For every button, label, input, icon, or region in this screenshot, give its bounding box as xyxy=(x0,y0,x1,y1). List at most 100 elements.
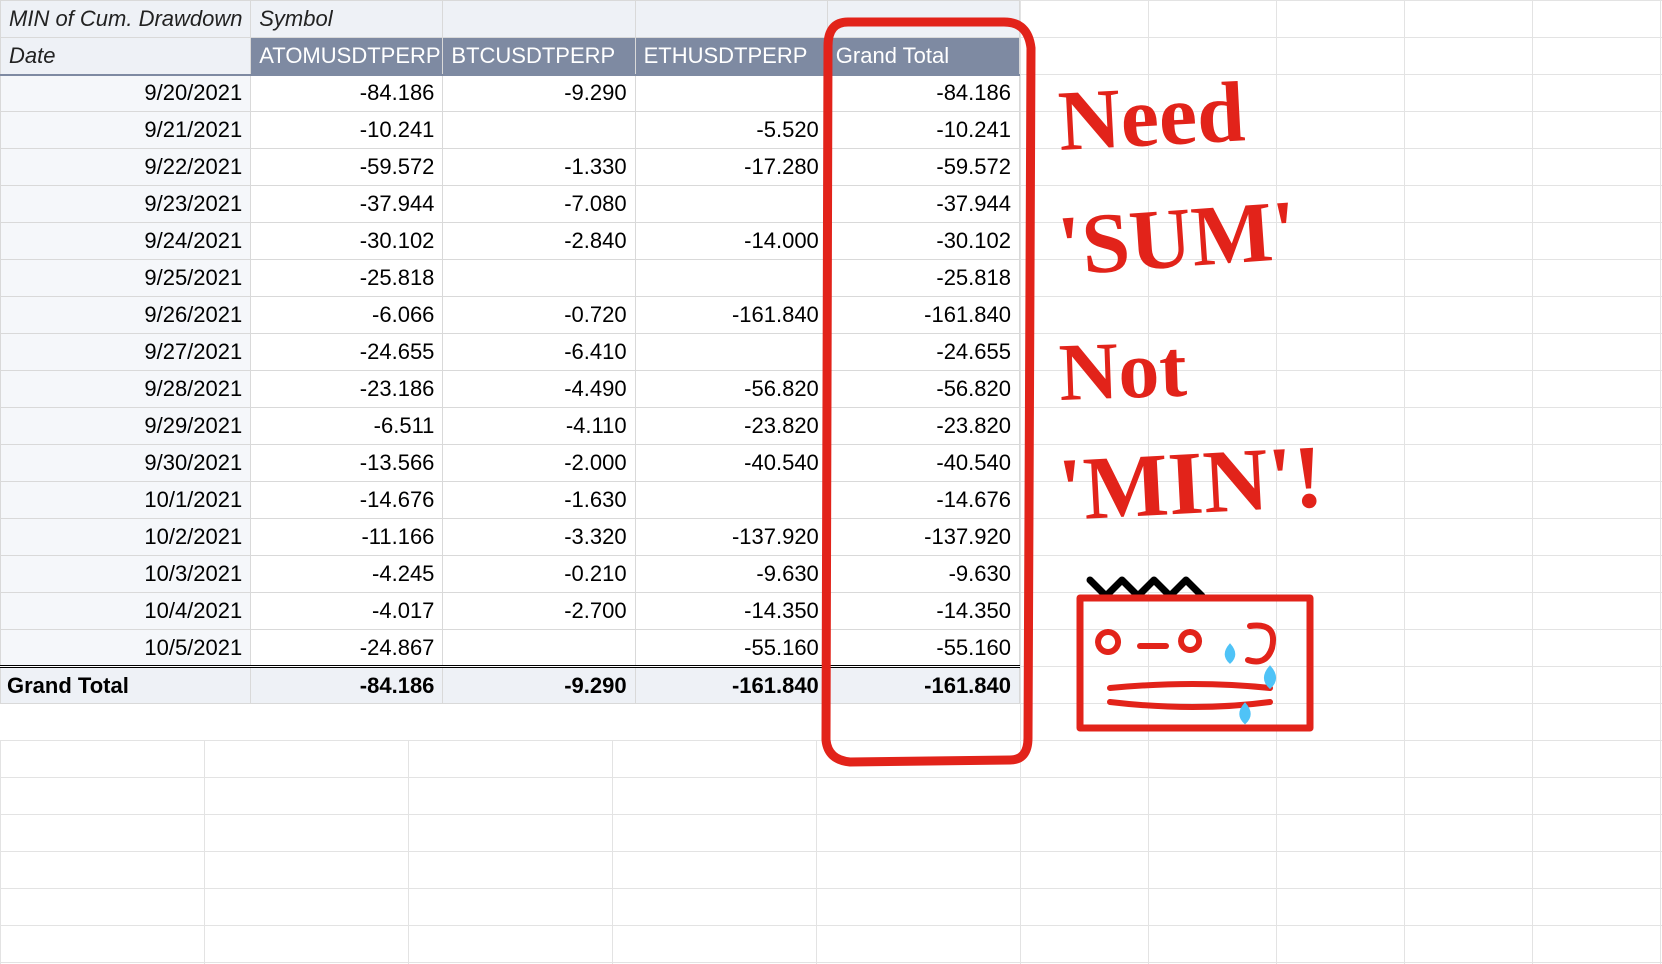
pivot-value-cell[interactable]: -24.867 xyxy=(251,630,443,667)
pivot-value-cell[interactable] xyxy=(635,260,827,297)
pivot-row-grand-total-cell[interactable]: -9.630 xyxy=(827,556,1019,593)
pivot-row-grand-total-cell[interactable]: -24.655 xyxy=(827,334,1019,371)
pivot-value-cell[interactable] xyxy=(635,334,827,371)
pivot-value-cell[interactable]: -0.210 xyxy=(443,556,635,593)
pivot-corner-label: MIN of Cum. Drawdown xyxy=(1,1,251,38)
pivot-row-grand-total-cell[interactable]: -14.676 xyxy=(827,482,1019,519)
pivot-value-cell[interactable]: -24.655 xyxy=(251,334,443,371)
pivot-value-cell[interactable]: -1.330 xyxy=(443,149,635,186)
pivot-row-grand-total-cell[interactable]: -30.102 xyxy=(827,223,1019,260)
table-row: 10/3/2021-4.245-0.210-9.630-9.630 xyxy=(1,556,1020,593)
pivot-row-grand-total-cell[interactable]: -161.840 xyxy=(827,297,1019,334)
pivot-date-cell[interactable]: 9/20/2021 xyxy=(1,75,251,112)
pivot-date-label[interactable]: Date xyxy=(1,38,251,75)
pivot-column-header[interactable]: ATOMUSDTPERP xyxy=(251,38,443,75)
pivot-value-cell[interactable]: -23.186 xyxy=(251,371,443,408)
pivot-value-cell[interactable]: -0.720 xyxy=(443,297,635,334)
pivot-date-cell[interactable]: 9/25/2021 xyxy=(1,260,251,297)
pivot-value-cell[interactable]: -6.066 xyxy=(251,297,443,334)
pivot-row-grand-total-cell[interactable]: -137.920 xyxy=(827,519,1019,556)
pivot-column-header[interactable]: ETHUSDTPERP xyxy=(635,38,827,75)
pivot-header-blank xyxy=(443,1,635,38)
table-row: 10/2/2021-11.166-3.320-137.920-137.920 xyxy=(1,519,1020,556)
pivot-value-cell[interactable]: -10.241 xyxy=(251,112,443,149)
pivot-value-cell[interactable]: -5.520 xyxy=(635,112,827,149)
pivot-value-cell[interactable]: -14.350 xyxy=(635,593,827,630)
table-row: 10/4/2021-4.017-2.700-14.350-14.350 xyxy=(1,593,1020,630)
pivot-value-cell[interactable]: -6.410 xyxy=(443,334,635,371)
pivot-value-cell[interactable]: -14.000 xyxy=(635,223,827,260)
pivot-value-cell[interactable]: -11.166 xyxy=(251,519,443,556)
pivot-date-cell[interactable]: 10/5/2021 xyxy=(1,630,251,667)
pivot-value-cell[interactable]: -84.186 xyxy=(251,75,443,112)
pivot-value-cell[interactable]: -2.000 xyxy=(443,445,635,482)
pivot-value-cell[interactable]: -4.490 xyxy=(443,371,635,408)
pivot-grand-total-value[interactable]: -161.840 xyxy=(635,667,827,704)
pivot-row-grand-total-cell[interactable]: -55.160 xyxy=(827,630,1019,667)
pivot-header-blank xyxy=(827,1,1019,38)
pivot-row-grand-total-cell[interactable]: -23.820 xyxy=(827,408,1019,445)
pivot-grand-total-row-label[interactable]: Grand Total xyxy=(1,667,251,704)
pivot-row-grand-total-cell[interactable]: -59.572 xyxy=(827,149,1019,186)
pivot-row-grand-total-cell[interactable]: -40.540 xyxy=(827,445,1019,482)
table-row: 9/24/2021-30.102-2.840-14.000-30.102 xyxy=(1,223,1020,260)
pivot-date-cell[interactable]: 10/4/2021 xyxy=(1,593,251,630)
pivot-date-cell[interactable]: 9/22/2021 xyxy=(1,149,251,186)
pivot-value-cell[interactable] xyxy=(443,630,635,667)
pivot-value-cell[interactable]: -4.110 xyxy=(443,408,635,445)
pivot-row-grand-total-cell[interactable]: -14.350 xyxy=(827,593,1019,630)
pivot-value-cell[interactable] xyxy=(635,75,827,112)
pivot-date-cell[interactable]: 10/3/2021 xyxy=(1,556,251,593)
pivot-value-cell[interactable]: -137.920 xyxy=(635,519,827,556)
pivot-value-cell[interactable]: -13.566 xyxy=(251,445,443,482)
pivot-value-cell[interactable]: -17.280 xyxy=(635,149,827,186)
pivot-value-cell[interactable]: -9.630 xyxy=(635,556,827,593)
pivot-value-cell[interactable]: -2.700 xyxy=(443,593,635,630)
pivot-date-cell[interactable]: 9/24/2021 xyxy=(1,223,251,260)
pivot-value-cell[interactable] xyxy=(635,186,827,223)
pivot-row-grand-total-cell[interactable]: -37.944 xyxy=(827,186,1019,223)
pivot-value-cell[interactable]: -1.630 xyxy=(443,482,635,519)
pivot-value-cell[interactable] xyxy=(635,482,827,519)
pivot-value-cell[interactable]: -56.820 xyxy=(635,371,827,408)
pivot-grand-total-value[interactable]: -9.290 xyxy=(443,667,635,704)
pivot-grand-grand-total[interactable]: -161.840 xyxy=(827,667,1019,704)
pivot-row-grand-total-cell[interactable]: -10.241 xyxy=(827,112,1019,149)
pivot-value-cell[interactable]: -4.245 xyxy=(251,556,443,593)
pivot-date-cell[interactable]: 10/1/2021 xyxy=(1,482,251,519)
pivot-value-cell[interactable]: -2.840 xyxy=(443,223,635,260)
pivot-value-cell[interactable]: -14.676 xyxy=(251,482,443,519)
pivot-value-cell[interactable]: -161.840 xyxy=(635,297,827,334)
pivot-value-cell[interactable] xyxy=(443,260,635,297)
pivot-row-grand-total-cell[interactable]: -25.818 xyxy=(827,260,1019,297)
pivot-date-cell[interactable]: 9/21/2021 xyxy=(1,112,251,149)
pivot-value-cell[interactable]: -7.080 xyxy=(443,186,635,223)
pivot-value-cell[interactable]: -40.540 xyxy=(635,445,827,482)
pivot-column-header[interactable]: BTCUSDTPERP xyxy=(443,38,635,75)
pivot-grand-total-value[interactable]: -84.186 xyxy=(251,667,443,704)
pivot-date-cell[interactable]: 10/2/2021 xyxy=(1,519,251,556)
pivot-value-cell[interactable]: -23.820 xyxy=(635,408,827,445)
pivot-date-cell[interactable]: 9/27/2021 xyxy=(1,334,251,371)
table-row: 9/21/2021-10.241-5.520-10.241 xyxy=(1,112,1020,149)
pivot-row-grand-total-cell[interactable]: -84.186 xyxy=(827,75,1019,112)
pivot-date-cell[interactable]: 9/30/2021 xyxy=(1,445,251,482)
pivot-row-grand-total-cell[interactable]: -56.820 xyxy=(827,371,1019,408)
pivot-value-cell[interactable]: -59.572 xyxy=(251,149,443,186)
pivot-grand-total-col-header[interactable]: Grand Total xyxy=(827,38,1019,75)
pivot-value-cell[interactable]: -55.160 xyxy=(635,630,827,667)
pivot-value-cell[interactable]: -4.017 xyxy=(251,593,443,630)
pivot-value-cell[interactable]: -3.320 xyxy=(443,519,635,556)
pivot-value-cell[interactable]: -6.511 xyxy=(251,408,443,445)
pivot-date-cell[interactable]: 9/29/2021 xyxy=(1,408,251,445)
pivot-value-cell[interactable]: -25.818 xyxy=(251,260,443,297)
pivot-value-cell[interactable] xyxy=(443,112,635,149)
pivot-value-cell[interactable]: -37.944 xyxy=(251,186,443,223)
table-row: 9/30/2021-13.566-2.000-40.540-40.540 xyxy=(1,445,1020,482)
pivot-date-cell[interactable]: 9/23/2021 xyxy=(1,186,251,223)
pivot-date-cell[interactable]: 9/28/2021 xyxy=(1,371,251,408)
pivot-date-cell[interactable]: 9/26/2021 xyxy=(1,297,251,334)
pivot-table[interactable]: MIN of Cum. DrawdownSymbolDateATOMUSDTPE… xyxy=(0,0,1020,704)
pivot-value-cell[interactable]: -30.102 xyxy=(251,223,443,260)
pivot-value-cell[interactable]: -9.290 xyxy=(443,75,635,112)
